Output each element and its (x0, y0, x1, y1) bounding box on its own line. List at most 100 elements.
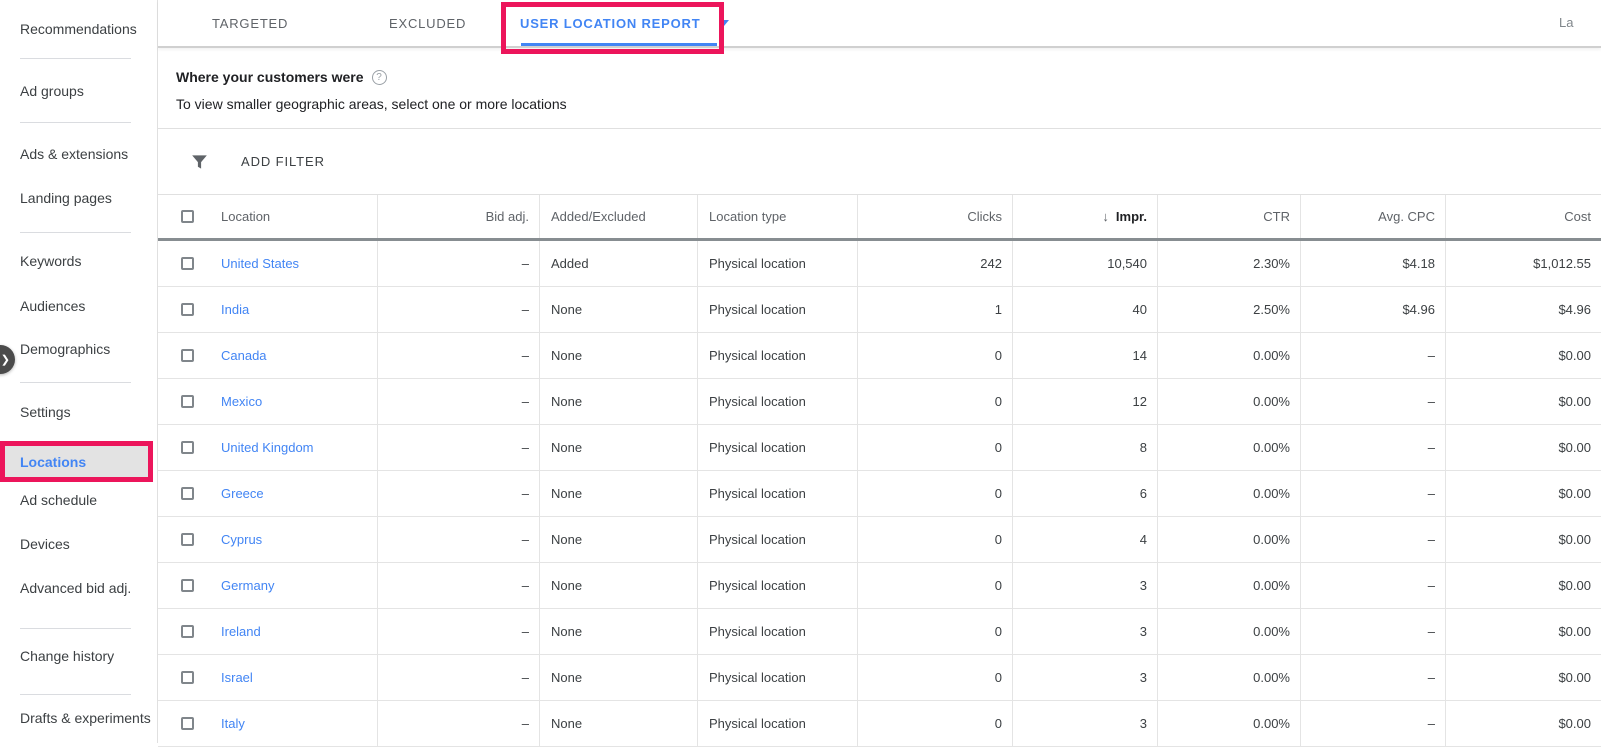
row-checkbox[interactable] (181, 395, 194, 408)
cell-value: None (551, 486, 583, 501)
row-checkbox[interactable] (181, 257, 194, 270)
column-header-impr[interactable]: ↓ Impr. (1013, 195, 1158, 238)
locations-table: Location Bid adj. Added/Excluded Location t… (158, 195, 1601, 747)
cell-location-type: Physical location (698, 563, 858, 608)
cell-value: 0.00% (1253, 624, 1290, 639)
cell-value: 0 (994, 624, 1002, 639)
row-checkbox[interactable] (181, 441, 194, 454)
table-row: Germany – None Physical location 0 3 0.00% – $0.… (158, 563, 1601, 609)
row-checkbox[interactable] (181, 717, 194, 730)
sidebar-item-label: Ad groups (20, 83, 84, 99)
column-header-clicks[interactable]: Clicks (858, 195, 1013, 238)
filter-bar: ADD FILTER (158, 128, 1601, 195)
cell-clicks: 0 (858, 609, 1013, 654)
cell-impr: 3 (1013, 609, 1158, 654)
tab-targeted[interactable]: TARGETED (212, 0, 288, 46)
sidebar-item-audiences[interactable]: Audiences (0, 295, 157, 317)
sidebar-item-keywords[interactable]: Keywords (0, 250, 157, 272)
cell-value: None (551, 532, 583, 547)
sidebar-item-recommendations[interactable]: Recommendations (0, 18, 157, 40)
cell-value: 4 (1139, 532, 1147, 547)
row-checkbox[interactable] (181, 487, 194, 500)
location-link[interactable]: Cyprus (221, 532, 263, 547)
cell-impr: 3 (1013, 701, 1158, 746)
tab-excluded[interactable]: EXCLUDED (389, 0, 466, 46)
sidebar-item-ad-schedule[interactable]: Ad schedule (0, 489, 157, 511)
sidebar-item-ad-groups[interactable]: Ad groups (0, 80, 157, 102)
cell-bid-adj: – (378, 425, 540, 470)
cell-value: – (1427, 486, 1435, 501)
help-icon[interactable]: ? (371, 69, 387, 85)
sidebar-item-advanced-bid-adj[interactable]: Advanced bid adj. (0, 577, 157, 599)
cell-avg-cpc: – (1301, 333, 1446, 378)
sidebar-item-label: Change history (20, 648, 115, 664)
cell-avg-cpc: $4.96 (1301, 287, 1446, 332)
cell-value: $0.00 (1558, 670, 1591, 685)
sidebar-expand-button[interactable]: ❯ (0, 345, 15, 374)
table-row: Cyprus – None Physical location 0 4 0.00% – $0.0… (158, 517, 1601, 563)
cell-location-type: Physical location (698, 287, 858, 332)
cell-value: – (1427, 578, 1435, 593)
column-header-cost[interactable]: Cost (1446, 195, 1601, 238)
column-header-location-type[interactable]: Location type (698, 195, 858, 238)
cell-value: None (551, 302, 583, 317)
row-checkbox[interactable] (181, 625, 194, 638)
row-checkbox[interactable] (181, 349, 194, 362)
cell-added-excluded: None (540, 333, 698, 378)
cell-value: – (521, 348, 529, 363)
cell-value: – (521, 394, 529, 409)
cell-location-type: Physical location (698, 609, 858, 654)
cell-added-excluded: None (540, 701, 698, 746)
location-link[interactable]: United Kingdom (221, 440, 314, 455)
location-link[interactable]: Israel (221, 670, 253, 685)
column-header-added-excluded[interactable]: Added/Excluded (540, 195, 698, 238)
location-link[interactable]: United States (221, 256, 300, 271)
cell-bid-adj: – (378, 471, 540, 516)
dropdown-caret-icon (719, 20, 730, 26)
location-link[interactable]: Canada (221, 348, 267, 363)
column-header-label: Avg. CPC (1378, 209, 1435, 224)
column-header-avg-cpc[interactable]: Avg. CPC (1301, 195, 1446, 238)
table-row: United States – Added Physical location 242 1… (158, 241, 1601, 287)
cell-value: 0.00% (1253, 348, 1290, 363)
cell-value: 3 (1139, 716, 1147, 731)
cell-value: 0 (994, 716, 1002, 731)
sidebar-item-label: Landing pages (20, 190, 112, 206)
sidebar-item-drafts-experiments[interactable]: Drafts & experiments (0, 707, 157, 729)
cell-value: Physical location (709, 716, 806, 731)
select-all-checkbox[interactable] (181, 210, 194, 223)
cell-location: Ireland (158, 609, 378, 654)
cell-value: 242 (980, 256, 1002, 271)
column-header-location[interactable]: Location (158, 195, 378, 238)
sidebar-item-settings[interactable]: Settings (0, 401, 157, 423)
row-checkbox[interactable] (181, 671, 194, 684)
table-row: Mexico – None Physical location 0 12 0.00% – $0.… (158, 379, 1601, 425)
tab-user-location-report[interactable]: USER LOCATION REPORT (520, 0, 730, 46)
location-link[interactable]: Mexico (221, 394, 263, 409)
column-header-ctr[interactable]: CTR (1158, 195, 1301, 238)
row-checkbox[interactable] (181, 533, 194, 546)
cell-added-excluded: None (540, 655, 698, 700)
cell-value: $0.00 (1558, 348, 1591, 363)
location-link[interactable]: Ireland (221, 624, 261, 639)
sidebar-item-devices[interactable]: Devices (0, 533, 157, 555)
column-header-label: Cost (1564, 209, 1591, 224)
sidebar-item-change-history[interactable]: Change history (0, 645, 157, 667)
row-checkbox[interactable] (181, 579, 194, 592)
sidebar-item-demographics[interactable]: Demographics (0, 338, 157, 360)
location-link[interactable]: Germany (221, 578, 275, 593)
cell-value: Physical location (709, 348, 806, 363)
cell-impr: 12 (1013, 379, 1158, 424)
add-filter-button[interactable]: ADD FILTER (241, 154, 325, 169)
sidebar-item-landing-pages[interactable]: Landing pages (0, 187, 157, 209)
sidebar-divider (20, 382, 131, 383)
column-header-bid-adj[interactable]: Bid adj. (378, 195, 540, 238)
cell-value: 0.00% (1253, 440, 1290, 455)
sidebar-item-locations[interactable]: Locations (0, 441, 153, 482)
sidebar-item-ads-extensions[interactable]: Ads & extensions (0, 143, 157, 165)
date-range-label[interactable]: La (1559, 0, 1573, 44)
location-link[interactable]: Greece (221, 486, 264, 501)
row-checkbox[interactable] (181, 303, 194, 316)
location-link[interactable]: India (221, 302, 250, 317)
location-link[interactable]: Italy (221, 716, 245, 731)
